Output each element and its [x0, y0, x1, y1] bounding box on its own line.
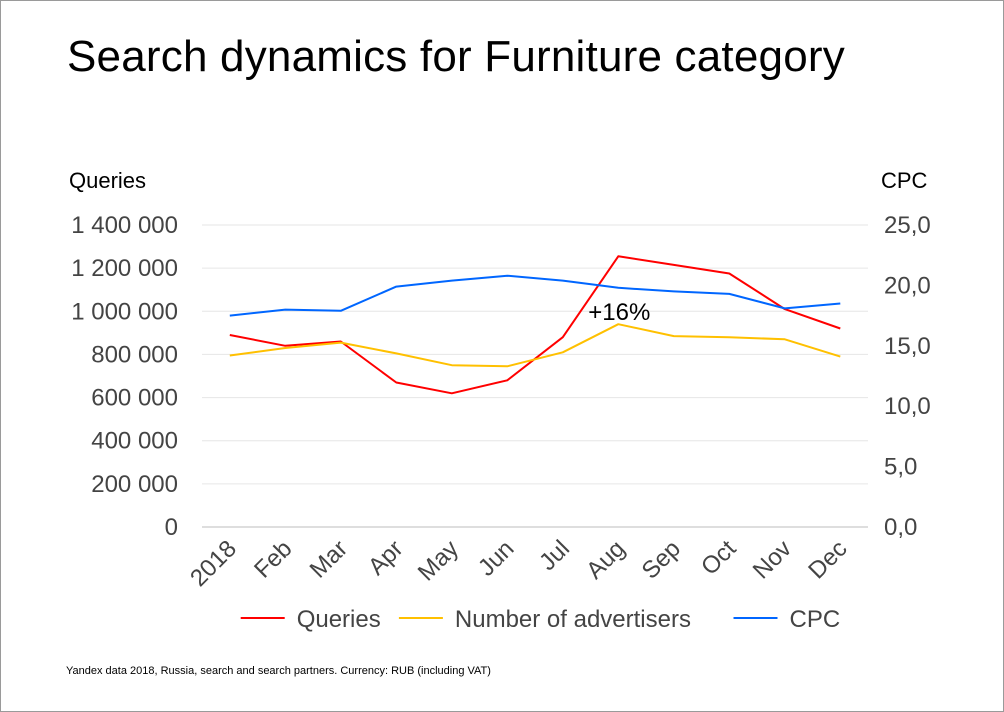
x-tick-label: Nov — [748, 535, 797, 584]
left-tick-label: 200 000 — [91, 471, 178, 498]
right-tick-label: 15,0 — [884, 333, 931, 360]
left-tick-label: 1 000 000 — [71, 298, 178, 325]
x-tick-label: May — [413, 535, 464, 586]
annotation-label: +16% — [588, 299, 650, 326]
left-tick-label: 1 400 000 — [71, 212, 178, 239]
left-tick-label: 400 000 — [91, 428, 178, 455]
right-tick-label: 25,0 — [884, 212, 931, 239]
x-tick-label: Apr — [363, 535, 409, 581]
x-tick-label: Oct — [696, 535, 742, 581]
left-axis-label: Queries — [69, 168, 147, 193]
right-axis-label: CPC — [881, 168, 928, 193]
left-tick-label: 0 — [165, 514, 178, 541]
legend-label: Number of advertisers — [455, 606, 691, 633]
right-tick-label: 20,0 — [884, 272, 931, 299]
series-line-number-of-advertisers — [229, 323, 841, 368]
right-tick-label: 5,0 — [884, 454, 917, 481]
x-tick-label: Feb — [249, 535, 297, 583]
left-tick-label: 800 000 — [91, 341, 178, 368]
x-tick-label: Dec — [803, 535, 852, 584]
left-tick-label: 600 000 — [91, 385, 178, 412]
legend-label: Queries — [297, 606, 381, 633]
x-tick-label: 2018 — [185, 535, 242, 592]
right-tick-label: 10,0 — [884, 393, 931, 420]
series-line-queries — [229, 255, 841, 395]
legend-label: CPC — [790, 606, 841, 633]
chart-title: Search dynamics for Furniture category — [67, 32, 845, 81]
footnote: Yandex data 2018, Russia, search and sea… — [66, 665, 491, 677]
x-tick-label: Jul — [534, 535, 575, 576]
left-tick-label: 1 200 000 — [71, 255, 178, 282]
series-line-cpc — [229, 274, 841, 317]
x-tick-label: Aug — [581, 535, 630, 584]
right-tick-label: 0,0 — [884, 514, 917, 541]
x-tick-label: Jun — [473, 535, 519, 581]
x-tick-label: Sep — [637, 535, 686, 584]
x-tick-label: Mar — [305, 535, 353, 583]
